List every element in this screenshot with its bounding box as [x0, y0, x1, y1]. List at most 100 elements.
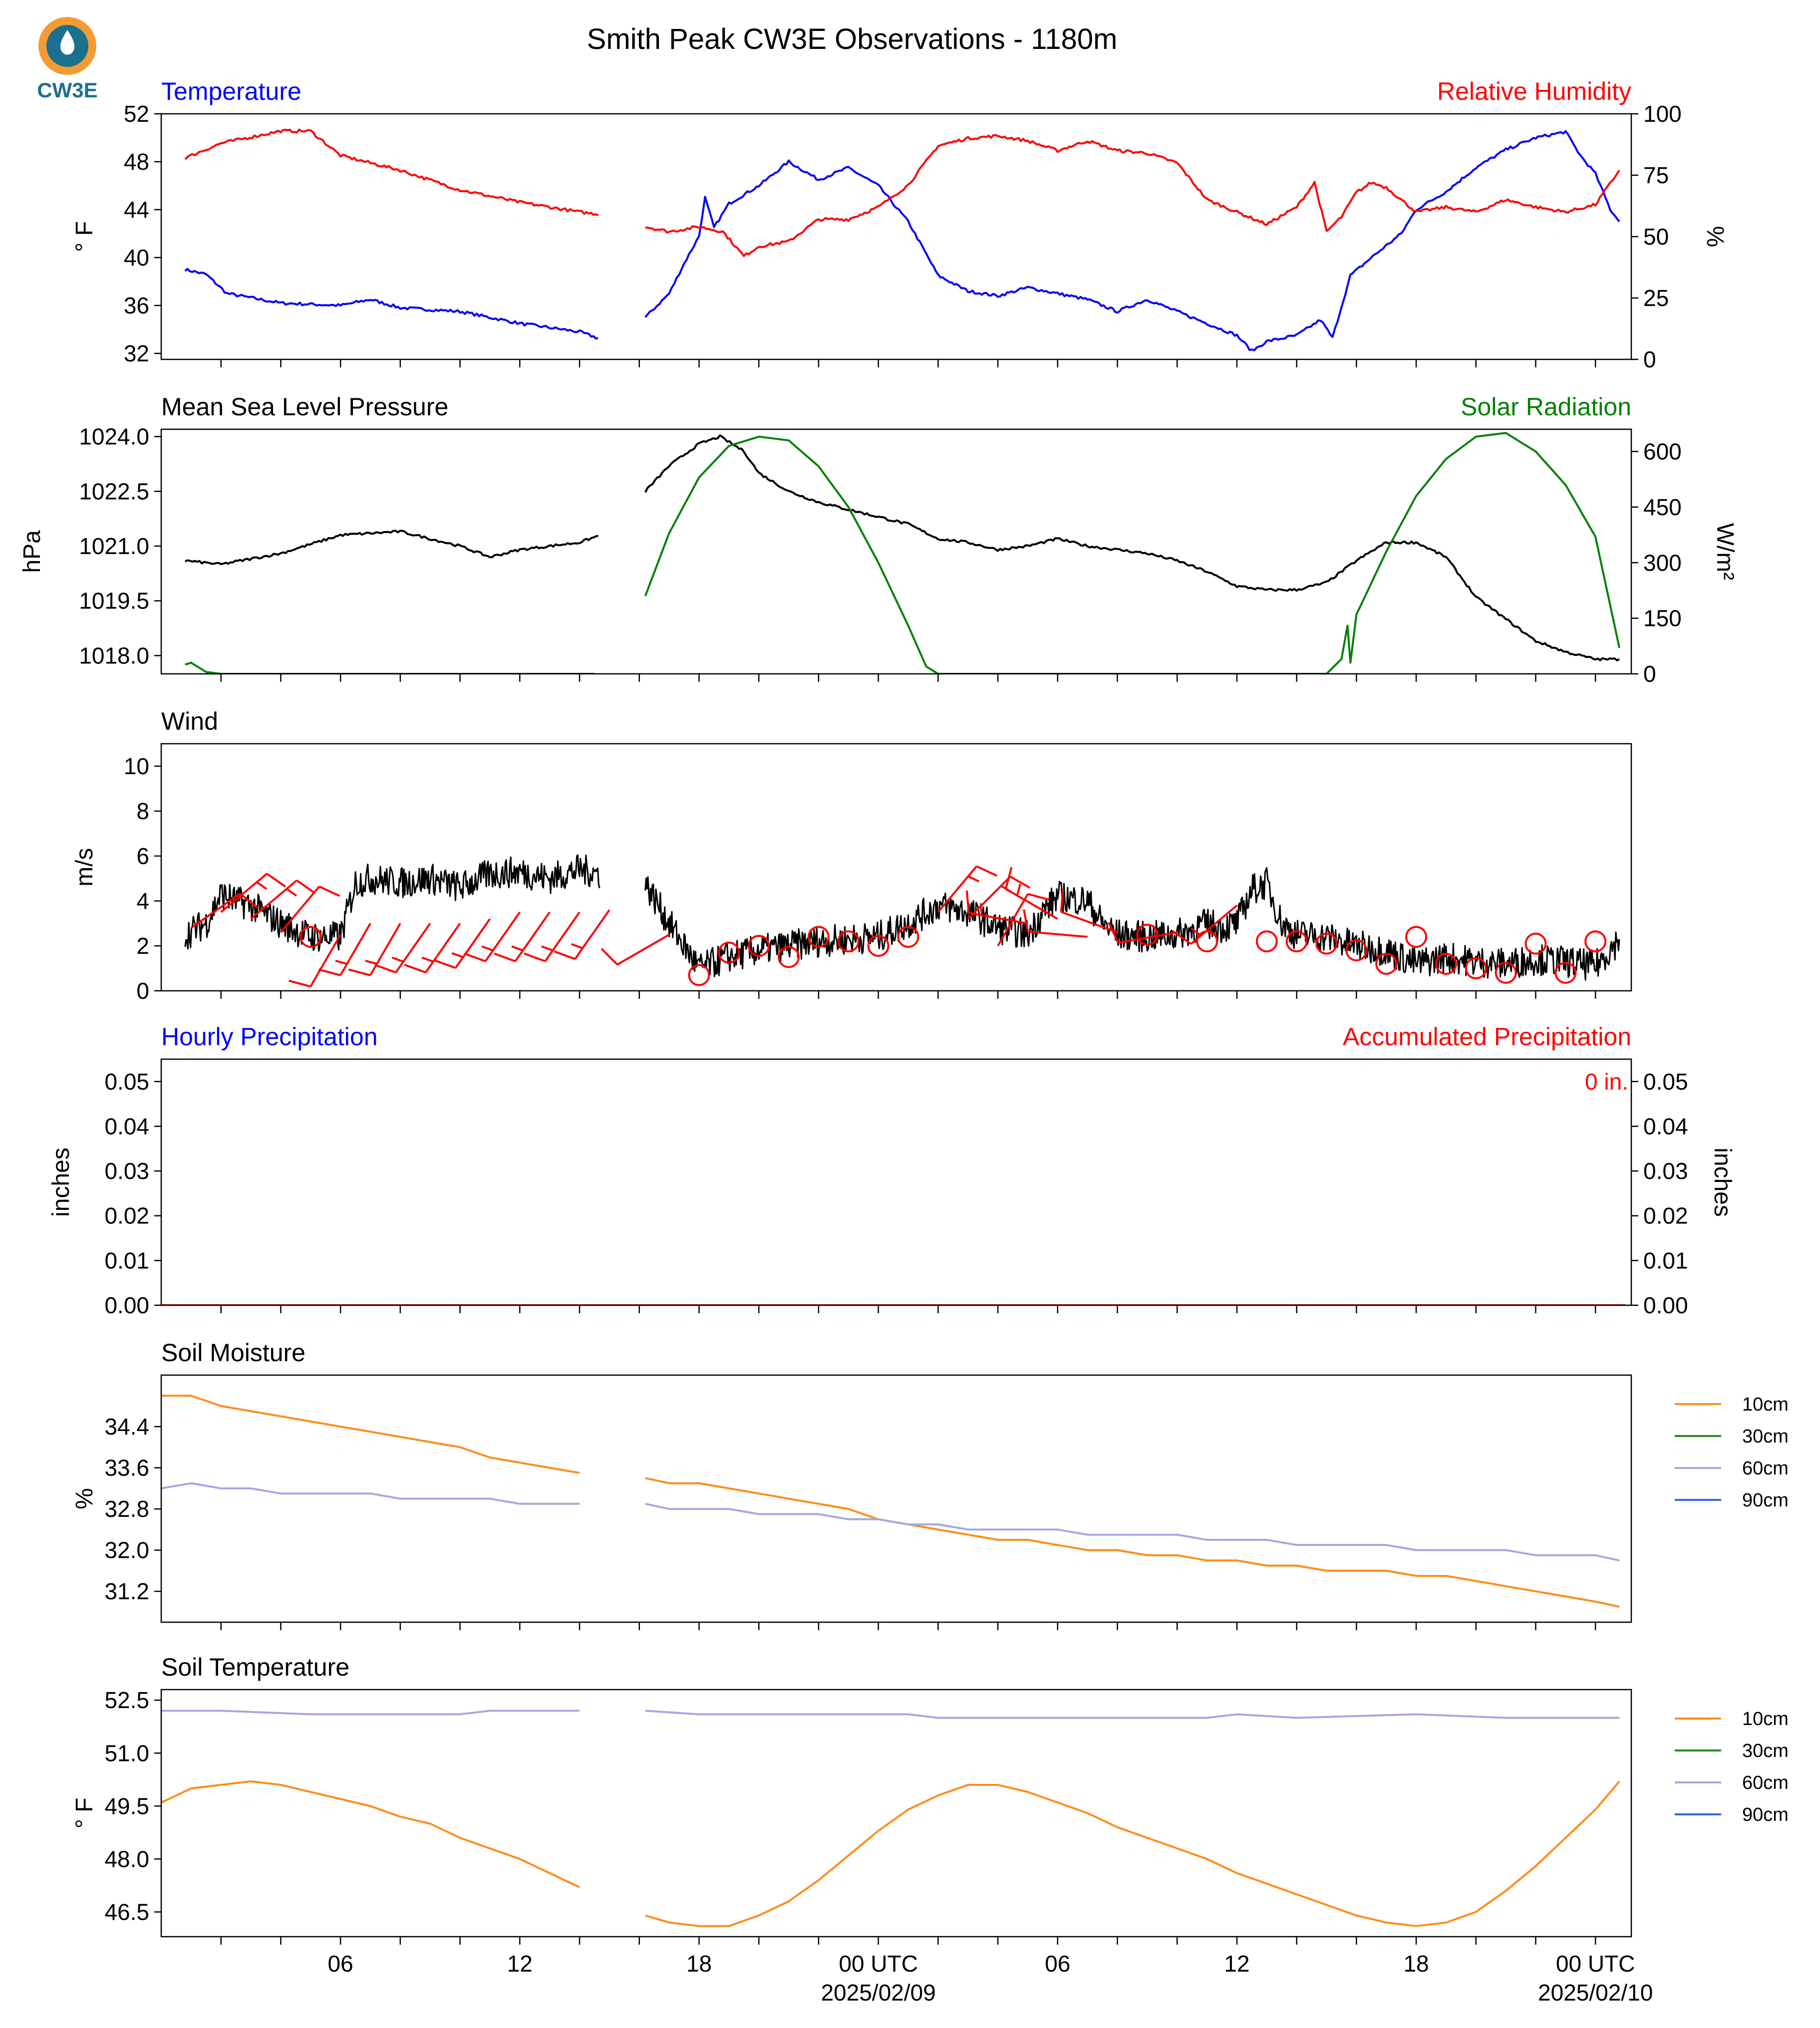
plot-area — [185, 432, 1621, 674]
wind-barb-staff — [514, 911, 551, 962]
wind-barb-staff — [425, 922, 461, 973]
wind-barb-calm — [1255, 930, 1278, 952]
y-tick-right-label: 0 — [1643, 661, 1656, 687]
y-tick-label: 4 — [136, 888, 149, 914]
wind-barb-flag — [601, 948, 618, 965]
wind-barb-half-flag — [1191, 927, 1202, 936]
y-tick-right-label: 0.05 — [1643, 1069, 1688, 1095]
y-tick-label: 10 — [124, 753, 149, 779]
wind-barb-staff — [937, 866, 977, 913]
wind-barb — [434, 918, 491, 969]
y-tick-right-label: 50 — [1643, 224, 1669, 250]
wind-barb — [289, 934, 341, 988]
legend-label: 60cm — [1742, 1772, 1789, 1793]
wind-barb-flag — [296, 879, 316, 894]
series-temperature — [184, 130, 1620, 351]
wind-barb-staff — [544, 911, 581, 962]
wind-barb — [494, 911, 551, 962]
y-tick-label: 49.5 — [104, 1793, 149, 1819]
y-tick-label: 32 — [124, 340, 149, 366]
x-tick-label: 18 — [1403, 1951, 1429, 1977]
panel-title-right: Relative Humidity — [1437, 77, 1631, 105]
wind-barb-half-flag — [1016, 883, 1021, 896]
y-tick-label: 1021.0 — [79, 533, 149, 559]
wind-barb-half-flag — [967, 875, 980, 882]
wind-barb — [524, 911, 581, 962]
y-tick-right-label: 0.02 — [1643, 1203, 1688, 1229]
wind-barb-staff — [1005, 888, 1058, 920]
y-axis-right-label: % — [1702, 226, 1728, 248]
y-tick-label: 51.0 — [104, 1740, 149, 1766]
wind-barb-staff — [967, 875, 1011, 920]
wind-barb-flag — [494, 952, 516, 962]
x-axis — [220, 1622, 1596, 1630]
wind-barb-staff — [220, 872, 268, 913]
wind-barb-calm — [300, 926, 322, 948]
wind-barb-flag — [1172, 930, 1192, 945]
plot-frame — [160, 113, 1632, 360]
wind-barb-half-flag — [571, 943, 583, 949]
legend-label: 90cm — [1742, 1490, 1789, 1511]
y-axis-right-label: W/m² — [1712, 523, 1738, 580]
wind-barb-staff — [484, 911, 521, 962]
logo-droplet-icon — [60, 30, 75, 55]
wind-barb-half-flag — [421, 956, 434, 963]
wind-barb-flag — [554, 950, 576, 960]
wind-barb-calm — [688, 964, 710, 986]
legend-label: 30cm — [1742, 1740, 1789, 1761]
x-tick-label: 12 — [507, 1951, 533, 1977]
plot-frame — [160, 1689, 1632, 1938]
series-60cm — [161, 1710, 1620, 1719]
wind-barb — [190, 892, 258, 929]
wind-barb-staff — [369, 923, 401, 976]
wind-barb-flag — [239, 892, 258, 909]
panel-title-left: Wind — [161, 707, 218, 735]
y-axis-left: 0 2 4 6 8 10 — [124, 753, 161, 1004]
wind-barb-flag — [464, 952, 486, 962]
x-tick-label: 00 UTC — [1556, 1951, 1635, 1977]
wind-barb-staff — [616, 933, 670, 966]
plot-frame — [160, 743, 1632, 992]
wind-barb-staff — [250, 879, 298, 920]
wind-barb-flag — [1060, 889, 1064, 912]
series-relative-humidity — [184, 128, 1620, 257]
wind-barb-flag — [318, 885, 340, 897]
wind-barb-staff — [1118, 931, 1178, 944]
wind-barb — [937, 865, 998, 913]
wind-barb — [250, 879, 316, 920]
y-tick-label: 0.01 — [104, 1247, 149, 1273]
plot-area — [161, 1395, 1620, 1608]
wind-barb-half-flag — [365, 959, 377, 965]
series-60cm — [161, 1482, 1620, 1562]
wind-barb-calm — [807, 926, 830, 948]
figure-title: Smith Peak CW3E Observations - 1180m — [587, 23, 1118, 55]
y-axis-label: m/s — [71, 848, 98, 886]
wind-barb-staff — [574, 909, 610, 960]
wind-barb-flag — [266, 872, 286, 887]
y-tick-right-label: 0.01 — [1643, 1247, 1688, 1273]
y-axis-label: ° F — [71, 221, 98, 252]
wind-barb-flag — [434, 959, 456, 969]
wind-barb-calm — [778, 946, 800, 968]
plot-area — [161, 1710, 1620, 1927]
wind-barb — [554, 909, 610, 960]
y-axis-label: hPa — [19, 530, 45, 573]
panel-title-left: Soil Temperature — [161, 1653, 349, 1681]
series-mean-sea-level-pressure — [185, 434, 1620, 661]
y-axis-right-label: inches — [1709, 1148, 1736, 1217]
wind-barb — [1108, 922, 1178, 944]
y-axis-label: % — [71, 1488, 98, 1509]
legend-label: 30cm — [1742, 1426, 1789, 1447]
y-tick-right-label: 450 — [1643, 494, 1682, 520]
wind-barb — [404, 922, 461, 974]
wind-barb — [280, 885, 340, 933]
y-tick-right-label: 0.03 — [1643, 1158, 1688, 1184]
wind-barb-calm — [1495, 962, 1517, 984]
wind-barb — [318, 923, 371, 976]
legend: 10cm 30cm 60cm 90cm — [1675, 1394, 1789, 1511]
y-axis-label: ° F — [71, 1798, 98, 1829]
y-tick-label: 34.4 — [104, 1414, 149, 1440]
wind-barb-flag — [1004, 867, 1013, 889]
wind-barb-flag — [1023, 909, 1029, 932]
